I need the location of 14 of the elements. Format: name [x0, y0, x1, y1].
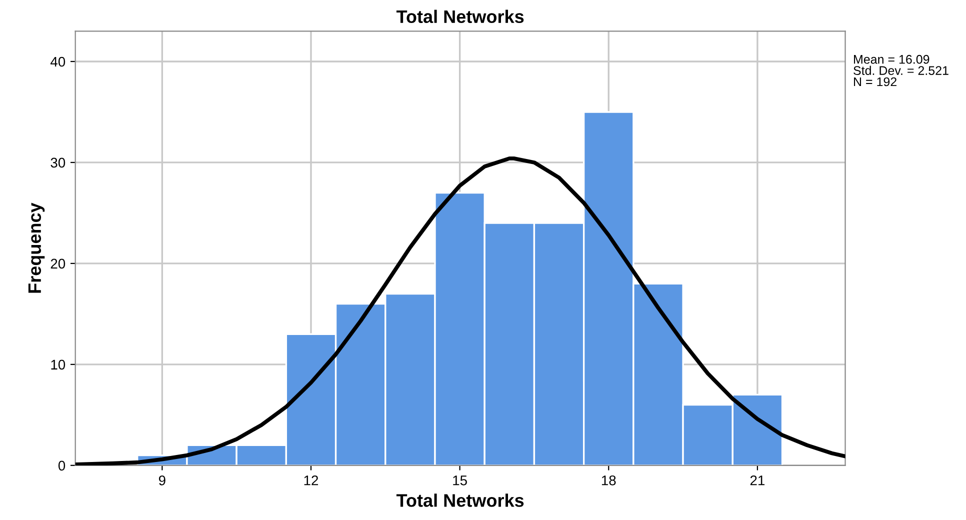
text: Mean = 16.09 Std. Dev. = 2.521 N = 192: [854, 54, 948, 86]
y-tick-label: 0: [58, 460, 66, 471]
x-tick-label: 12: [304, 475, 318, 486]
y-axis-title: Frequency: [28, 202, 45, 293]
chart-title: Total Networks: [396, 10, 524, 24]
x-axis-title: Total Networks: [396, 494, 524, 507]
y-tick-label: 20: [50, 258, 66, 269]
x-tick-label: 15: [453, 476, 467, 486]
x-tick-label: 21: [750, 475, 764, 486]
y-tick-label: 10: [51, 360, 66, 370]
y-tick-label: 40: [50, 56, 66, 67]
x-tick-label: 18: [602, 475, 616, 486]
x-tick-label: 9: [158, 475, 166, 486]
y-tick-label: 30: [50, 158, 66, 168]
